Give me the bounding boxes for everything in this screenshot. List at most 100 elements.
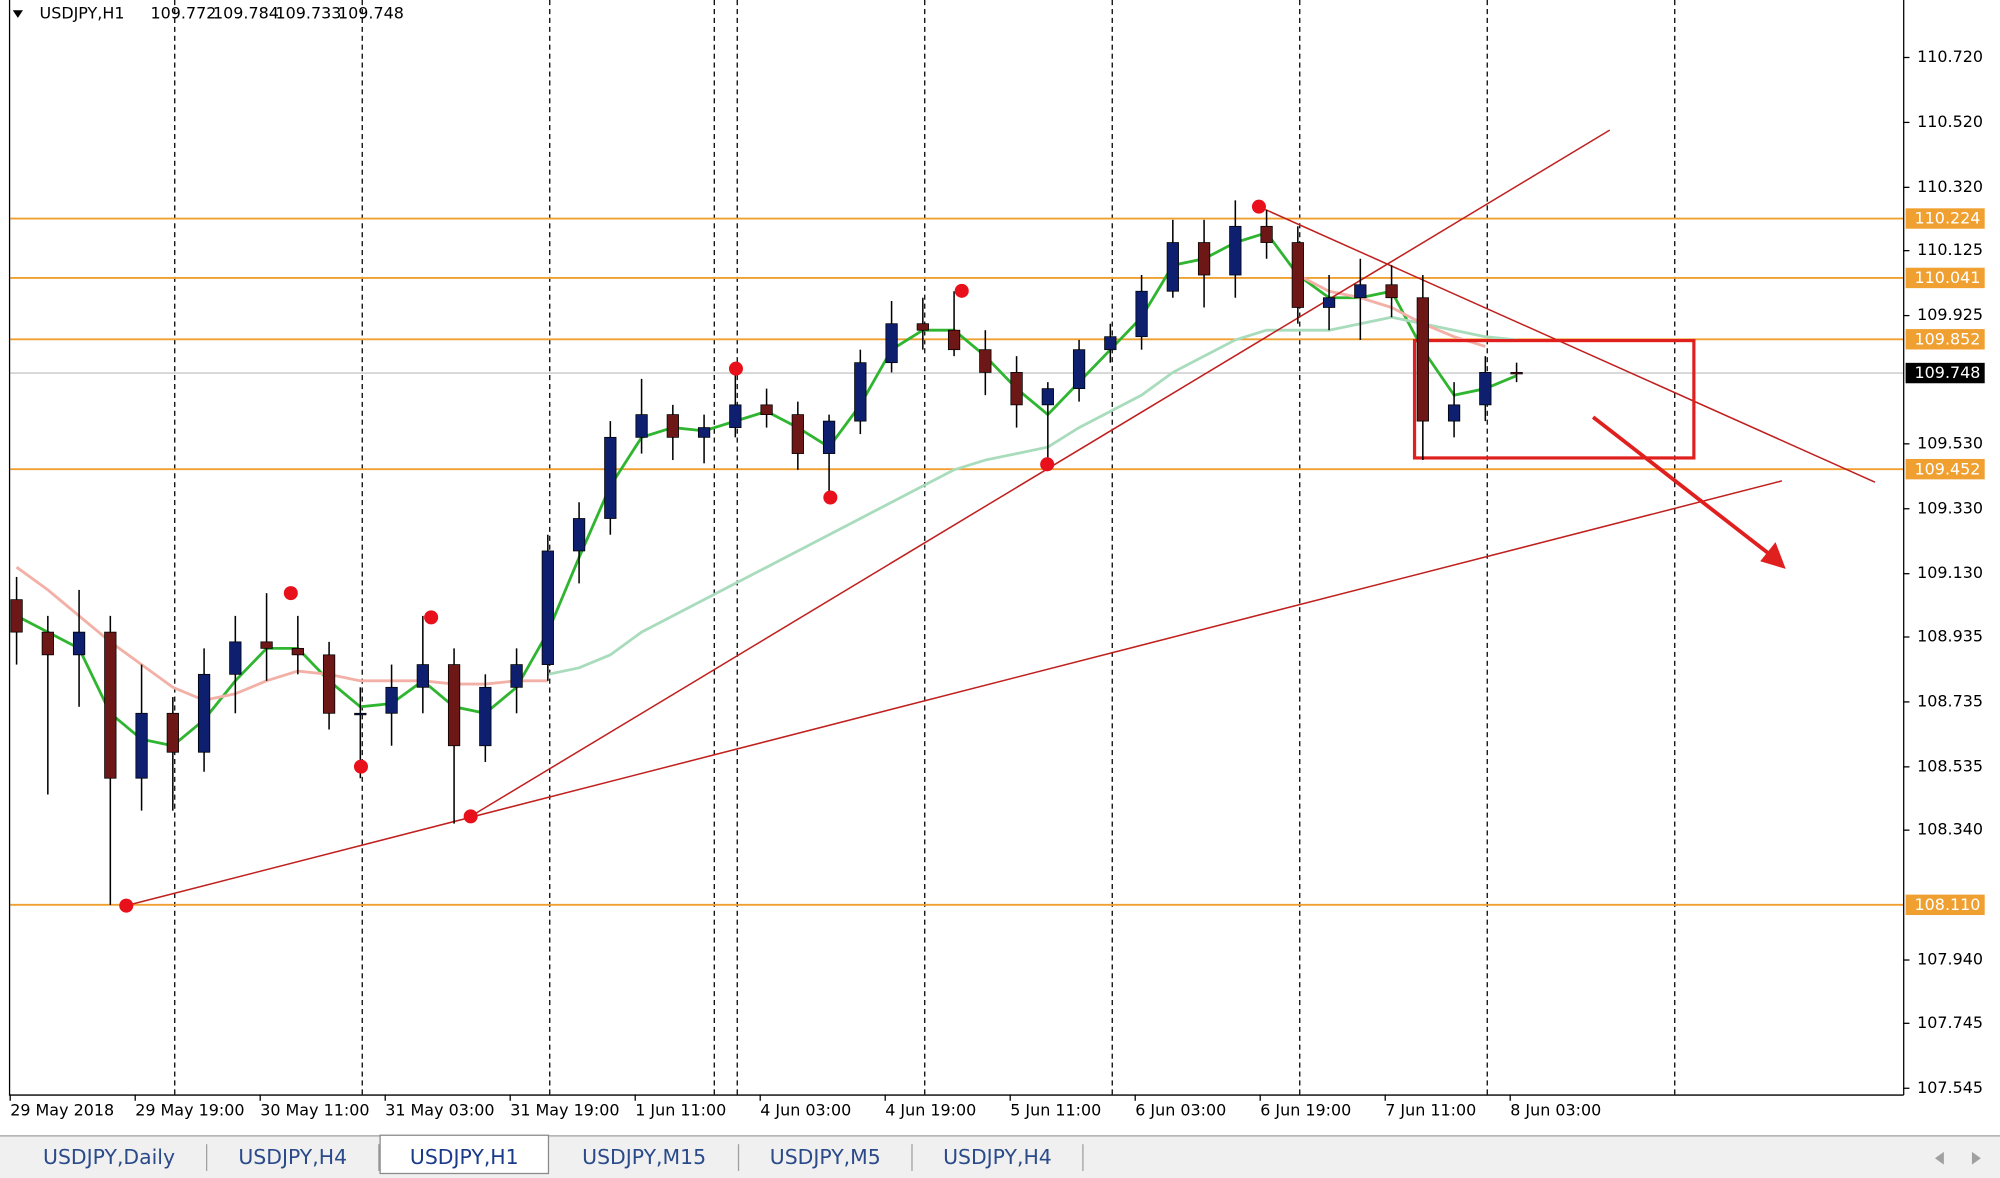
candle-body (322, 654, 336, 714)
current-price-label: 109.748 (1915, 363, 1981, 382)
time-axis-area (0, 1095, 2000, 1136)
symbol: USDJPY,H1 (40, 4, 125, 23)
swing-point (823, 490, 838, 505)
swing-point (424, 610, 439, 625)
candle-body (572, 518, 586, 552)
candle-body (791, 414, 804, 454)
swing-point (463, 809, 478, 824)
quote-close: 109.748 (338, 4, 404, 23)
candle-body (447, 664, 461, 747)
candle-body (1135, 290, 1148, 338)
x-tick-label: 29 May 19:00 (135, 1101, 244, 1120)
x-tick-label: 6 Jun 19:00 (1260, 1101, 1351, 1120)
y-tick-label: 108.340 (1917, 820, 1983, 839)
tab[interactable]: USDJPY,H4 (238, 1145, 347, 1169)
level-label: 110.041 (1915, 268, 1981, 287)
tab-bar (0, 1135, 2000, 1178)
candle-body (104, 631, 117, 779)
candle-body (1166, 242, 1179, 292)
candle-body (666, 414, 679, 438)
collapse-icon[interactable] (12, 10, 23, 18)
x-tick-label: 31 May 03:00 (385, 1101, 494, 1120)
candle-body (197, 673, 211, 753)
y-tick-label: 107.745 (1917, 1013, 1983, 1032)
y-tick-label: 107.940 (1917, 950, 1983, 969)
candle-body (885, 323, 898, 364)
candle-body (1322, 297, 1336, 308)
candle-body (135, 712, 148, 779)
tab-scroll-left[interactable] (1934, 1151, 1944, 1165)
x-tick-label: 4 Jun 03:00 (760, 1101, 851, 1120)
candle-body (854, 362, 867, 422)
tab[interactable]: USDJPY,M15 (582, 1145, 706, 1169)
candle-body (947, 329, 961, 351)
tab-active-bg (379, 1134, 550, 1175)
candle-body (760, 404, 773, 415)
level-label: 110.224 (1915, 209, 1981, 228)
swing-point (954, 283, 969, 298)
candle-body (72, 631, 86, 656)
level-label-box (1905, 894, 1985, 916)
level-label-box (1905, 267, 1985, 289)
swing-point (353, 759, 368, 774)
tab[interactable]: USDJPY,H4 (943, 1145, 1052, 1169)
trend-line (470, 129, 1611, 818)
candle-body (166, 712, 179, 753)
candle-body (1354, 284, 1367, 299)
candle-body (229, 641, 242, 675)
candle-body (1229, 225, 1242, 276)
y-tick-label: 108.735 (1917, 691, 1983, 710)
y-tick-label: 107.545 (1917, 1078, 1983, 1097)
swing-points (119, 199, 1266, 913)
candle-body (541, 550, 554, 665)
x-tick-label: 29 May 2018 (10, 1101, 114, 1120)
candle-body (1072, 349, 1086, 390)
swing-point (728, 361, 743, 376)
candle-body (510, 664, 523, 688)
candle-body (1479, 372, 1492, 406)
candle-body (1010, 372, 1023, 406)
swing-point (1040, 457, 1055, 472)
x-tick-label: 1 Jun 11:00 (635, 1101, 726, 1120)
candle-body (1260, 225, 1273, 243)
x-tick-label: 5 Jun 11:00 (1010, 1101, 1101, 1120)
tab-scroll-right[interactable] (1971, 1151, 1981, 1165)
tab[interactable]: USDJPY,Daily (43, 1145, 175, 1169)
axes: 110.720 110.520 110.320 110.125 109.925 109.5… (9, 47, 1983, 1120)
tab[interactable]: USDJPY,M5 (770, 1145, 881, 1169)
candle-body (697, 427, 711, 438)
x-tick-label: 7 Jun 11:00 (1385, 1101, 1476, 1120)
trend-line (126, 480, 1783, 907)
x-tick-label: 30 May 11:00 (260, 1101, 369, 1120)
level-label-box (1905, 458, 1985, 480)
candle-body (260, 641, 273, 649)
y-tick-label: 109.925 (1917, 305, 1983, 324)
arrow-head (1760, 542, 1786, 569)
candle-body (1416, 297, 1429, 422)
swing-point (1251, 199, 1266, 214)
tab[interactable]: USDJPY,H1 (410, 1145, 519, 1169)
x-tick-label: 4 Jun 19:00 (885, 1101, 976, 1120)
y-tick-label: 108.535 (1917, 756, 1983, 775)
candle-body (416, 664, 429, 688)
x-tick-label: 31 May 19:00 (510, 1101, 619, 1120)
level-label-box (1905, 208, 1985, 229)
candle-body (822, 420, 836, 454)
y-tick-label: 110.720 (1917, 47, 1983, 66)
candle-body (979, 349, 992, 373)
range-box (1412, 339, 1696, 460)
y-tick-label: 109.530 (1917, 433, 1983, 452)
y-tick-label: 109.330 (1917, 498, 1983, 517)
y-tick-label: 110.520 (1917, 112, 1983, 131)
y-tick-label: 110.320 (1917, 177, 1983, 196)
period-separators (174, 0, 1676, 1095)
y-tick-label: 108.935 (1917, 626, 1983, 645)
swing-point (283, 586, 298, 601)
level-label: 109.852 (1915, 329, 1981, 348)
tabs: USDJPY,Daily USDJPY,H4 USDJPY,H1 USDJPY,M15… (43, 1134, 1084, 1175)
y-tick-label: 109.130 (1917, 563, 1983, 582)
